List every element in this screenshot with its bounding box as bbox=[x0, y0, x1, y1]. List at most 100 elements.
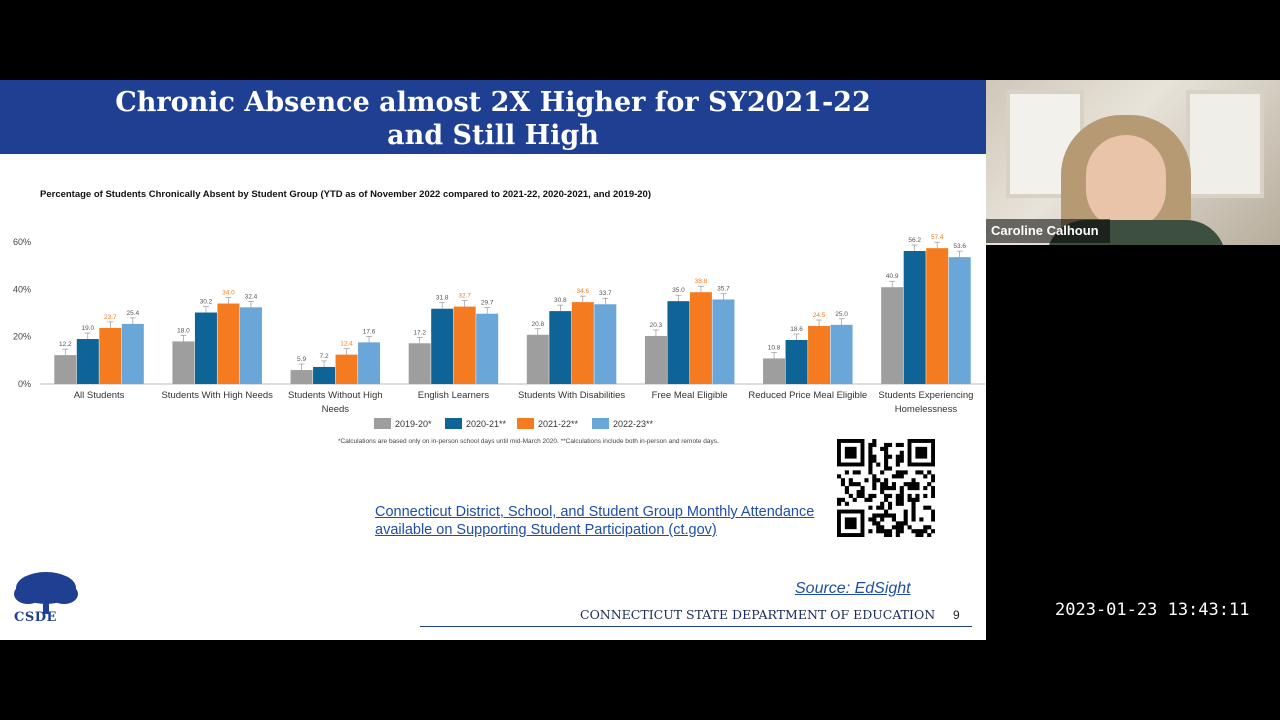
data-label: 30.8 bbox=[554, 297, 567, 304]
qr-module bbox=[919, 517, 924, 522]
qr-module bbox=[927, 470, 932, 475]
chart-footnote: *Calculations are based only on in-perso… bbox=[338, 438, 719, 445]
qr-module bbox=[872, 442, 877, 448]
qr-module bbox=[923, 493, 928, 498]
department-name: CONNECTICUT STATE DEPARTMENT OF EDUCATIO… bbox=[580, 607, 936, 622]
qr-module bbox=[884, 450, 889, 455]
qr-module bbox=[919, 533, 924, 537]
data-label: 18.6 bbox=[790, 326, 803, 333]
qr-module bbox=[887, 505, 893, 510]
bar-202021-5 bbox=[667, 301, 690, 384]
legend-label: 2022-23** bbox=[613, 419, 654, 429]
qr-module bbox=[887, 466, 893, 471]
bar-201920-3 bbox=[408, 343, 431, 384]
qr-module bbox=[880, 446, 885, 451]
qr-module bbox=[923, 486, 928, 491]
qr-module bbox=[911, 497, 916, 502]
qr-module bbox=[872, 513, 877, 518]
qr-module bbox=[872, 454, 877, 459]
qr-module bbox=[895, 454, 900, 459]
qr-module bbox=[868, 470, 873, 475]
bar-202021-1 bbox=[194, 312, 217, 384]
data-label: 40.9 bbox=[886, 273, 899, 280]
y-tick-label: 40% bbox=[13, 284, 31, 294]
qr-module bbox=[860, 493, 865, 498]
qr-module bbox=[880, 501, 885, 506]
qr-module bbox=[856, 489, 861, 495]
participant-face bbox=[1086, 135, 1166, 230]
legend-swatch bbox=[592, 418, 609, 429]
qr-module bbox=[895, 474, 900, 479]
legend-swatch bbox=[445, 418, 462, 429]
qr-module bbox=[872, 458, 877, 463]
qr-module bbox=[884, 529, 889, 534]
qr-module bbox=[915, 493, 920, 498]
qr-module bbox=[887, 442, 893, 448]
data-label: 10.8 bbox=[768, 344, 781, 351]
qr-module bbox=[903, 513, 908, 518]
data-label: 18.0 bbox=[177, 327, 190, 334]
data-label: 12.2 bbox=[59, 341, 72, 348]
qr-module bbox=[876, 505, 881, 510]
bar-202021-6 bbox=[785, 339, 808, 384]
qr-module bbox=[895, 529, 900, 534]
qr-module bbox=[899, 454, 904, 459]
qr-module bbox=[899, 501, 904, 506]
qr-module bbox=[860, 486, 865, 491]
qr-module bbox=[848, 493, 853, 498]
qr-module bbox=[837, 501, 842, 506]
slide-title-line2: and Still High bbox=[387, 120, 599, 151]
data-label: 30.2 bbox=[200, 299, 213, 306]
qr-module bbox=[868, 497, 873, 502]
data-label: 34.0 bbox=[222, 290, 235, 297]
qr-module bbox=[884, 486, 889, 491]
qr-module bbox=[837, 474, 842, 479]
source-link[interactable]: Source: EdSight bbox=[795, 580, 911, 597]
qr-module bbox=[868, 454, 873, 459]
data-label: 20.3 bbox=[650, 322, 663, 329]
qr-module bbox=[868, 458, 873, 463]
qr-module bbox=[840, 478, 846, 483]
qr-module bbox=[911, 482, 916, 487]
bar-201920-2 bbox=[290, 370, 313, 384]
bar-202122-3 bbox=[453, 306, 476, 384]
qr-module bbox=[915, 482, 920, 487]
qr-module bbox=[876, 478, 881, 483]
qr-module bbox=[884, 478, 889, 483]
qr-module bbox=[876, 513, 881, 518]
csde-logo-text: CSDE bbox=[14, 610, 57, 625]
bar-202122-0 bbox=[99, 327, 122, 384]
qr-module bbox=[903, 482, 908, 487]
qr-code[interactable] bbox=[837, 439, 935, 537]
bar-202021-7 bbox=[903, 250, 926, 384]
qr-module bbox=[931, 489, 935, 495]
bar-201920-7 bbox=[881, 287, 904, 384]
qr-module bbox=[891, 525, 896, 530]
bar-202021-0 bbox=[76, 339, 99, 384]
qr-module bbox=[915, 486, 920, 491]
qr-module bbox=[931, 509, 935, 514]
bar-202122-1 bbox=[217, 303, 240, 384]
qr-module bbox=[891, 474, 896, 479]
qr-module bbox=[844, 489, 849, 495]
bar-202223-6 bbox=[830, 324, 853, 384]
qr-module bbox=[891, 482, 896, 487]
presentation-slide: Chronic Absence almost 2X Higher for SY2… bbox=[0, 80, 986, 640]
attendance-link[interactable]: Connecticut District, School, and Studen… bbox=[375, 504, 815, 538]
bar-202021-3 bbox=[431, 308, 454, 384]
qr-module bbox=[884, 513, 889, 518]
qr-module bbox=[844, 486, 849, 491]
qr-module bbox=[884, 446, 889, 451]
participant-video[interactable] bbox=[986, 80, 1280, 245]
qr-module bbox=[891, 517, 896, 522]
participant-name-tag: Caroline Calhoun bbox=[986, 219, 1110, 243]
qr-module bbox=[856, 493, 861, 498]
bar-201920-1 bbox=[172, 341, 195, 384]
qr-module bbox=[840, 497, 846, 502]
qr-module bbox=[891, 513, 896, 518]
qr-module bbox=[872, 521, 877, 526]
bar-201920-4 bbox=[526, 334, 549, 384]
data-label: 38.8 bbox=[695, 278, 708, 285]
bar-202122-4 bbox=[571, 302, 594, 384]
qr-module bbox=[903, 521, 908, 526]
